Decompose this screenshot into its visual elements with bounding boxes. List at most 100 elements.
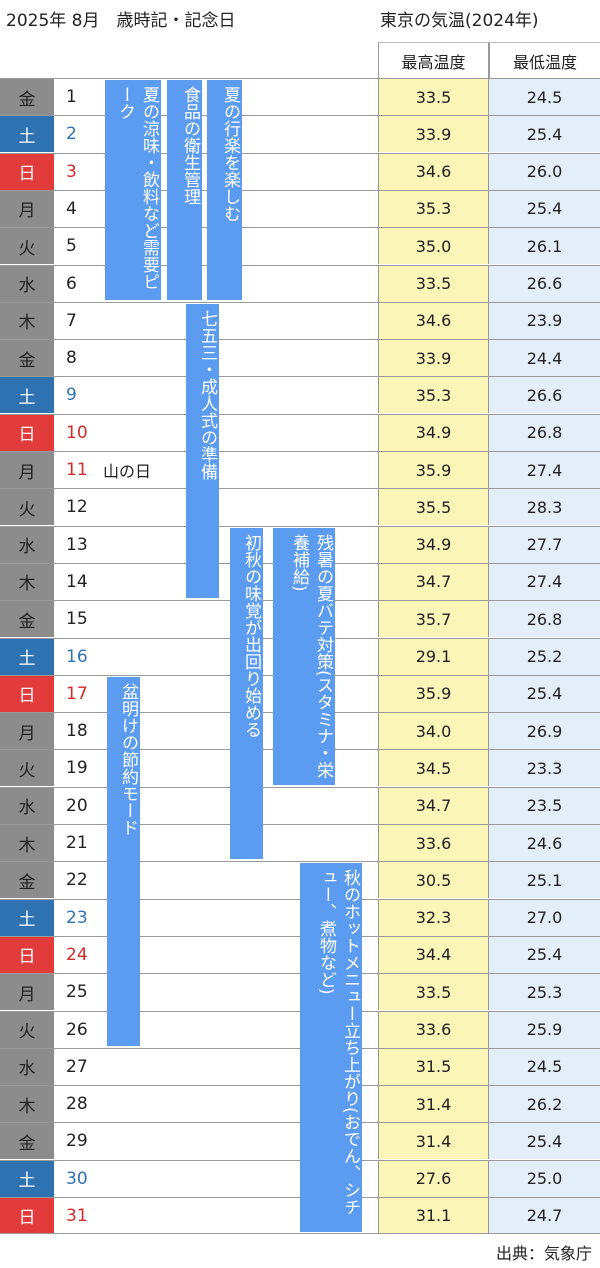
min-temp-cell: 26.8	[489, 601, 600, 638]
table-row: 金 29 31.4 25.4	[0, 1122, 600, 1160]
max-temp-cell: 33.5	[378, 974, 489, 1011]
event-bar: 初秋の味覚が出回り始める	[230, 527, 263, 860]
event-bar: 残暑の夏バテ対策(スタミナ・栄養補給)	[273, 527, 335, 785]
max-temp-cell: 29.1	[378, 638, 489, 675]
min-temp-cell: 23.5	[489, 787, 600, 824]
weekday-cell: 土	[0, 638, 54, 675]
weekday-cell: 金	[0, 79, 54, 115]
date-cell: 30	[66, 1168, 88, 1189]
min-temp-cell: 28.3	[489, 489, 600, 526]
event-bar: 食品の衛生管理	[167, 80, 202, 300]
min-temp-cell: 26.6	[489, 265, 600, 302]
date-cell: 20	[66, 795, 88, 816]
date-cell: 18	[66, 721, 88, 742]
weekday-cell: 日	[0, 1198, 54, 1233]
date-cell: 7	[66, 310, 77, 331]
date-cell: 28	[66, 1094, 88, 1115]
table-row: 月 25 33.5 25.3	[0, 973, 600, 1011]
min-temp-cell: 24.6	[489, 825, 600, 861]
max-temp-cell: 31.1	[378, 1198, 489, 1233]
table-row: 日 3 34.6 26.0	[0, 152, 600, 190]
table-row: 金 22 30.5 25.1	[0, 861, 600, 899]
min-temp-cell: 25.4	[489, 936, 600, 973]
max-temp-cell: 33.6	[378, 1011, 489, 1048]
max-temp-column-header: 最高温度	[378, 42, 489, 78]
max-temp-cell: 34.9	[378, 526, 489, 563]
table-row: 日 10 34.9 26.8	[0, 413, 600, 451]
date-cell: 19	[66, 758, 88, 779]
max-temp-cell: 32.3	[378, 899, 489, 936]
min-temp-cell: 24.4	[489, 340, 600, 377]
weekday-cell: 木	[0, 1086, 54, 1123]
min-temp-cell: 25.2	[489, 638, 600, 675]
weekday-cell: 日	[0, 675, 54, 712]
weekday-cell: 金	[0, 340, 54, 377]
weekday-cell: 木	[0, 825, 54, 861]
table-row: 土 23 32.3 27.0	[0, 898, 600, 936]
max-temp-cell: 33.6	[378, 825, 489, 861]
date-cell: 27	[66, 1056, 88, 1077]
max-temp-cell: 34.9	[378, 414, 489, 451]
date-cell: 8	[66, 348, 77, 369]
date-cell: 4	[66, 198, 77, 219]
min-temp-cell: 24.5	[489, 1048, 600, 1085]
max-temp-cell: 35.3	[378, 377, 489, 414]
max-temp-cell: 35.7	[378, 601, 489, 638]
weekday-cell: 月	[0, 974, 54, 1011]
max-temp-cell: 34.4	[378, 936, 489, 973]
weekday-cell: 日	[0, 153, 54, 190]
date-cell: 15	[66, 609, 88, 630]
holiday-label: 山の日	[103, 462, 152, 481]
table-row: 日 24 34.4 25.4	[0, 935, 600, 973]
date-cell: 5	[66, 236, 77, 257]
date-cell: 1	[66, 87, 77, 107]
max-temp-cell: 33.5	[378, 79, 489, 115]
event-bar: 夏の行楽を楽しむ	[207, 80, 242, 300]
min-temp-cell: 26.9	[489, 713, 600, 750]
date-cell: 29	[66, 1131, 88, 1152]
min-temp-cell: 25.9	[489, 1011, 600, 1048]
min-temp-cell: 27.4	[489, 563, 600, 600]
weekday-cell: 木	[0, 563, 54, 600]
date-cell: 3	[66, 161, 77, 182]
min-temp-cell: 26.0	[489, 153, 600, 190]
max-temp-cell: 35.9	[378, 452, 489, 488]
table-row: 土 9 35.3 26.6	[0, 376, 600, 414]
date-cell: 9	[66, 385, 77, 406]
min-temp-cell: 25.4	[489, 116, 600, 153]
table-row: 日 17 35.9 25.4	[0, 674, 600, 712]
max-temp-cell: 34.6	[378, 153, 489, 190]
min-temp-cell: 27.0	[489, 899, 600, 936]
min-temp-cell: 25.4	[489, 190, 600, 227]
max-temp-cell: 33.9	[378, 116, 489, 153]
temperature-section-title: 東京の気温(2024年)	[380, 11, 539, 31]
min-temp-cell: 23.3	[489, 750, 600, 787]
max-temp-cell: 35.0	[378, 228, 489, 265]
table-row: 月 18 34.0 26.9	[0, 712, 600, 750]
date-cell: 21	[66, 833, 88, 853]
date-cell: 2	[66, 124, 77, 145]
min-temp-cell: 25.4	[489, 675, 600, 712]
min-temp-cell: 25.4	[489, 1123, 600, 1160]
table-row: 水 13 34.9 27.7	[0, 525, 600, 563]
weekday-cell: 木	[0, 302, 54, 339]
event-bar: 夏の涼味・飲料など需要ピーク	[105, 80, 161, 300]
min-temp-cell: 26.2	[489, 1086, 600, 1123]
max-temp-cell: 31.5	[378, 1048, 489, 1085]
weekday-cell: 月	[0, 452, 54, 488]
weekday-cell: 水	[0, 526, 54, 563]
weekday-cell: 土	[0, 377, 54, 414]
table-row: 月 11 山の日 35.9 27.4	[0, 451, 600, 488]
max-temp-cell: 35.3	[378, 190, 489, 227]
table-row: 火 12 35.5 28.3	[0, 488, 600, 526]
min-temp-cell: 26.6	[489, 377, 600, 414]
event-bar: 七五三・成人式の準備	[186, 303, 219, 599]
table-row: 金 8 33.9 24.4	[0, 339, 600, 377]
weekday-cell: 水	[0, 265, 54, 302]
weekday-cell: 火	[0, 228, 54, 265]
min-temp-cell: 26.8	[489, 414, 600, 451]
weekday-cell: 金	[0, 1123, 54, 1160]
max-temp-cell: 35.9	[378, 675, 489, 712]
date-cell: 31	[66, 1205, 88, 1226]
weekday-cell: 水	[0, 787, 54, 824]
